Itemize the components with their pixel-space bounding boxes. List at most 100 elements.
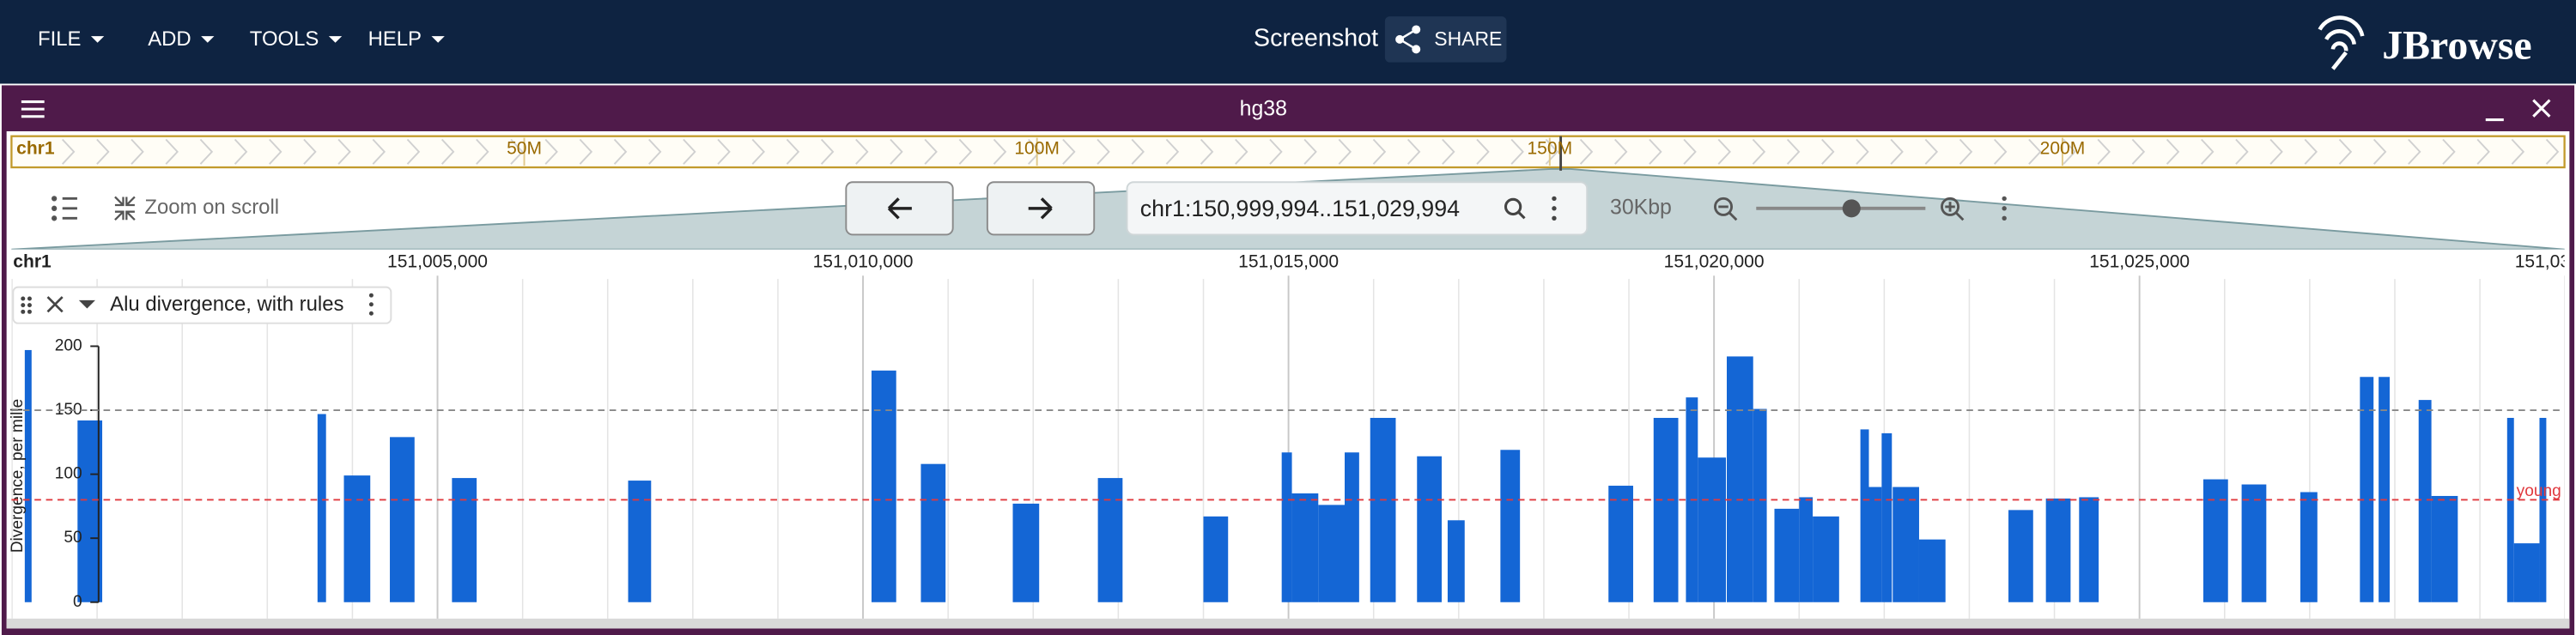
chevron [476, 138, 489, 165]
chevron [1097, 138, 1110, 165]
drag-handle[interactable] [21, 296, 32, 314]
overview-bar [10, 135, 2566, 169]
chevron [2131, 138, 2146, 165]
chevron [1924, 138, 1939, 165]
close-icon[interactable] [2532, 99, 2551, 118]
bar [1893, 487, 1919, 602]
zoom-slider-thumb[interactable] [1842, 199, 1861, 218]
menu-item[interactable]: HELP [368, 27, 422, 51]
overview-tick-label: 50M [507, 139, 542, 159]
bar [1417, 456, 1442, 602]
bar [1012, 503, 1040, 602]
menu-caret [201, 36, 215, 43]
chevron [924, 138, 938, 165]
view-options[interactable] [2002, 196, 2007, 221]
chevron [1442, 138, 1455, 165]
chevron [1994, 138, 2008, 165]
share-label[interactable]: SHARE [1434, 27, 1502, 50]
track-menu[interactable] [368, 293, 374, 316]
menu-caret [431, 36, 445, 43]
y-tick-label: 150 [55, 401, 82, 419]
menu-item[interactable]: FILE [38, 27, 81, 51]
app-bar [0, 0, 2576, 84]
chevron [1959, 138, 1973, 165]
bar [1318, 505, 1346, 602]
chevron [717, 138, 731, 165]
chevron [890, 138, 903, 165]
chevron [1372, 138, 1387, 165]
chevron [2408, 138, 2421, 165]
zoom-scroll-icon[interactable] [114, 196, 136, 221]
track-selector-icon[interactable] [51, 196, 77, 221]
logo: JBrowse [2382, 22, 2531, 68]
chevron [62, 138, 76, 165]
chevron [1200, 138, 1214, 165]
menu-item[interactable]: TOOLS [250, 27, 319, 51]
menu-item[interactable]: ADD [148, 27, 191, 51]
chevron [1717, 138, 1731, 165]
chevron [1786, 138, 1801, 165]
bar [1345, 452, 1359, 602]
session-name[interactable]: Screenshot [1254, 24, 1378, 51]
chevron [2097, 138, 2111, 165]
span-text: 30Kbp [1610, 195, 1672, 219]
bar [2079, 497, 2099, 602]
chevron [579, 138, 593, 165]
chevron [1235, 138, 1249, 165]
chevron [510, 138, 524, 165]
chevron [1856, 138, 1869, 165]
bar [1500, 450, 1521, 602]
track-close[interactable] [46, 296, 64, 313]
chevron [544, 138, 558, 165]
chevron [1579, 138, 1594, 165]
track-dropdown[interactable] [78, 299, 95, 309]
bar [2241, 484, 2267, 602]
bar [1774, 508, 1800, 602]
menu-caret [328, 36, 343, 43]
chevron [1338, 138, 1352, 165]
bar [1918, 539, 1946, 602]
bar [2360, 377, 2374, 602]
chevron [2063, 138, 2076, 165]
bar [1753, 408, 1767, 602]
location-box[interactable] [1126, 181, 1589, 236]
bar [317, 414, 326, 602]
bar [1291, 493, 1319, 602]
chevron [372, 138, 386, 165]
bar [1860, 429, 1869, 602]
forward-arrow [1028, 197, 1053, 220]
overview-tick-label: 100M [1014, 139, 1060, 159]
overview-chevrons [62, 138, 2560, 165]
chevron [337, 138, 351, 165]
chevron [2511, 138, 2525, 165]
bar [920, 463, 946, 602]
chevron [1303, 138, 1317, 165]
chevron [1028, 138, 1042, 165]
chevron [234, 138, 248, 165]
assembly-name: hg38 [1240, 97, 1287, 121]
bar [1608, 486, 1633, 602]
zoom-toggle-label[interactable]: Zoom on scroll [144, 196, 279, 219]
bar [1281, 452, 1292, 602]
zoom-in-icon[interactable] [1941, 197, 1965, 221]
bar [1370, 417, 1396, 602]
view-menu-icon[interactable] [21, 100, 45, 118]
chevron [406, 138, 421, 165]
zoom-out-icon[interactable] [1714, 197, 1738, 221]
chevron [2476, 138, 2490, 165]
chevron [165, 138, 179, 165]
chevron [1752, 138, 1766, 165]
menu-caret [90, 36, 105, 43]
search-icon[interactable] [1504, 197, 1526, 220]
bar [452, 478, 477, 602]
chevron [648, 138, 662, 165]
chevron [1510, 138, 1524, 165]
bar [1653, 417, 1679, 602]
chevron [1821, 138, 1835, 165]
ruler-tick-label: 151,010,000 [813, 252, 914, 272]
location-text[interactable]: chr1:150,999,994..151,029,994 [1140, 196, 1460, 221]
location-menu[interactable] [1552, 196, 1557, 221]
bar [1813, 516, 1839, 602]
bar [1726, 356, 1753, 602]
